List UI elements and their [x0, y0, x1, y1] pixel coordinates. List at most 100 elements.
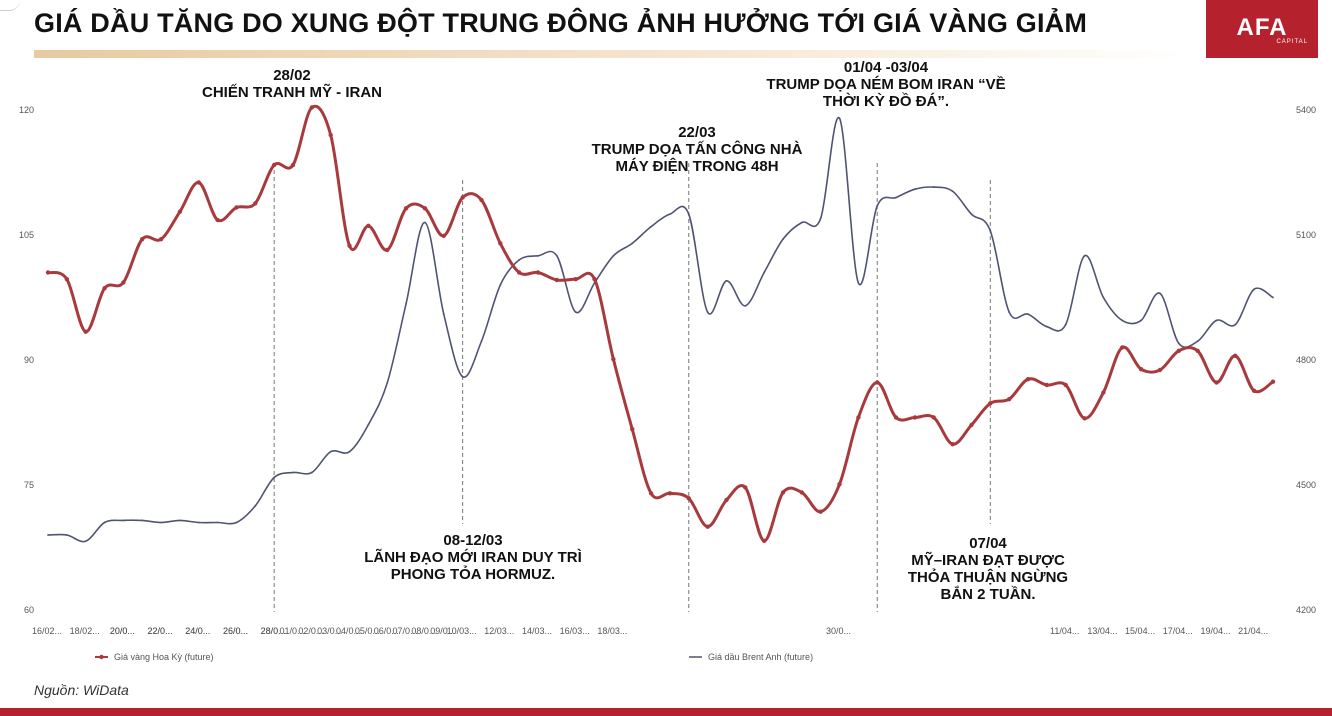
data-point-oil	[876, 204, 879, 207]
data-point-oil	[914, 188, 916, 191]
title-underline	[34, 50, 1184, 58]
legend-label-gold: Giá vàng Hoa Kỳ (future)	[114, 652, 214, 662]
annotation-text: PHONG TỎA HORMUZ.	[391, 565, 555, 583]
y-left-tick-label: 75	[24, 480, 34, 490]
data-point-gold	[1214, 380, 1219, 385]
annotation-text: TRUMP DỌA NÉM BOM IRAN “VỀ	[766, 76, 1005, 93]
data-point-oil	[499, 284, 502, 286]
annotation-text: 22/03	[678, 124, 716, 141]
data-point-gold	[45, 270, 51, 275]
data-point-oil	[1008, 311, 1011, 313]
data-point-oil	[424, 221, 426, 224]
data-point-gold	[253, 201, 258, 206]
annotation-text: 28/02	[273, 67, 311, 84]
data-point-oil	[895, 196, 897, 199]
data-point-oil	[650, 225, 652, 228]
data-point-gold	[83, 329, 88, 334]
data-point-oil	[461, 375, 464, 378]
x-tick-label: 15/04...	[1125, 626, 1155, 636]
data-point-oil	[160, 521, 162, 524]
data-point-gold	[1157, 367, 1163, 373]
y-right-tick-label: 4500	[1296, 480, 1316, 490]
y-left-tick-label: 90	[24, 355, 34, 365]
data-point-gold	[441, 233, 446, 239]
data-point-gold	[554, 277, 560, 283]
data-point-gold	[516, 270, 522, 275]
x-tick-label: 26/0...	[223, 626, 248, 636]
x-tick-label: 08/0...	[411, 626, 436, 636]
data-point-gold	[290, 162, 296, 168]
data-point-gold	[1006, 396, 1012, 402]
annotation-text: CHIẾN TRANH MỸ - IRAN	[202, 83, 382, 101]
data-point-oil	[1196, 340, 1199, 343]
x-tick-label: 20/0...	[110, 626, 135, 636]
legend-marker-gold	[99, 654, 104, 660]
data-point-gold	[1082, 416, 1087, 421]
x-tick-label: 24/0...	[185, 626, 210, 636]
corner-decoration	[0, 0, 20, 11]
data-point-oil	[1140, 319, 1142, 322]
data-point-oil	[122, 519, 125, 522]
x-tick-label: 22/0...	[148, 626, 173, 636]
data-point-gold	[630, 426, 635, 432]
data-point-oil	[47, 534, 49, 536]
y-right-tick-label: 4200	[1296, 605, 1316, 615]
annotation-text: BẮN 2 TUẦN.	[940, 585, 1035, 603]
data-point-gold	[1176, 348, 1181, 354]
data-point-gold	[950, 441, 955, 447]
data-point-oil	[1159, 292, 1161, 295]
x-tick-label: 30/0...	[826, 626, 851, 636]
data-point-oil	[857, 282, 860, 284]
data-point-oil	[687, 213, 690, 216]
x-tick-label: 02/0...	[298, 626, 323, 636]
data-point-gold	[366, 223, 371, 229]
data-point-gold	[799, 490, 805, 495]
annotation-text: 01/04 -03/04	[844, 60, 929, 76]
data-point-oil	[574, 311, 577, 313]
x-tick-label: 01/0...	[279, 626, 304, 636]
data-point-gold	[780, 490, 786, 495]
annotation-text: THỎA THUẬN NGỪNG	[908, 568, 1068, 586]
x-tick-label: 28/0...	[261, 626, 286, 636]
x-tick-label: 21/04...	[1238, 626, 1268, 636]
y-right-tick-label: 4800	[1296, 355, 1316, 365]
data-point-oil	[65, 534, 68, 536]
x-tick-label: 19/04...	[1200, 626, 1230, 636]
data-point-gold	[234, 205, 239, 210]
logo-text: AFA	[1236, 14, 1288, 41]
data-point-gold	[403, 206, 409, 211]
data-point-gold	[893, 415, 899, 420]
data-point-gold	[309, 105, 315, 110]
data-point-gold	[592, 276, 597, 282]
data-point-gold	[215, 217, 220, 223]
data-point-gold	[479, 197, 484, 203]
data-point-gold	[686, 496, 691, 501]
data-point-oil	[405, 302, 407, 305]
data-point-gold	[196, 180, 201, 185]
data-point-oil	[537, 254, 539, 257]
x-tick-label: 03/0...	[317, 626, 342, 636]
data-point-oil	[970, 213, 973, 216]
data-point-gold	[988, 401, 993, 406]
data-point-oil	[1234, 323, 1237, 326]
data-point-gold	[1138, 366, 1144, 372]
data-point-gold	[931, 415, 936, 420]
brand-logo: AFA CAPITAL	[1206, 0, 1318, 58]
data-point-gold	[460, 195, 465, 200]
data-point-oil	[1121, 319, 1124, 322]
x-tick-label: 26/0...	[223, 626, 248, 636]
y-right-tick-label: 5400	[1296, 105, 1316, 115]
page-title: GIÁ DẦU TĂNG DO XUNG ĐỘT TRUNG ĐÔNG ẢNH …	[34, 8, 1088, 38]
data-point-gold	[724, 497, 729, 503]
x-tick-label: 18/02...	[70, 626, 100, 636]
annotation-text: LÃNH ĐẠO MỚI IRAN DUY TRÌ	[364, 548, 582, 566]
data-point-oil	[669, 213, 671, 216]
data-point-gold	[818, 509, 823, 514]
data-point-gold	[1101, 390, 1106, 395]
series-line-oil	[47, 116, 1274, 543]
data-point-gold	[1251, 388, 1257, 394]
data-point-gold	[667, 491, 673, 496]
data-point-oil	[518, 259, 521, 261]
data-point-oil	[782, 238, 784, 241]
data-point-oil	[1177, 342, 1180, 345]
